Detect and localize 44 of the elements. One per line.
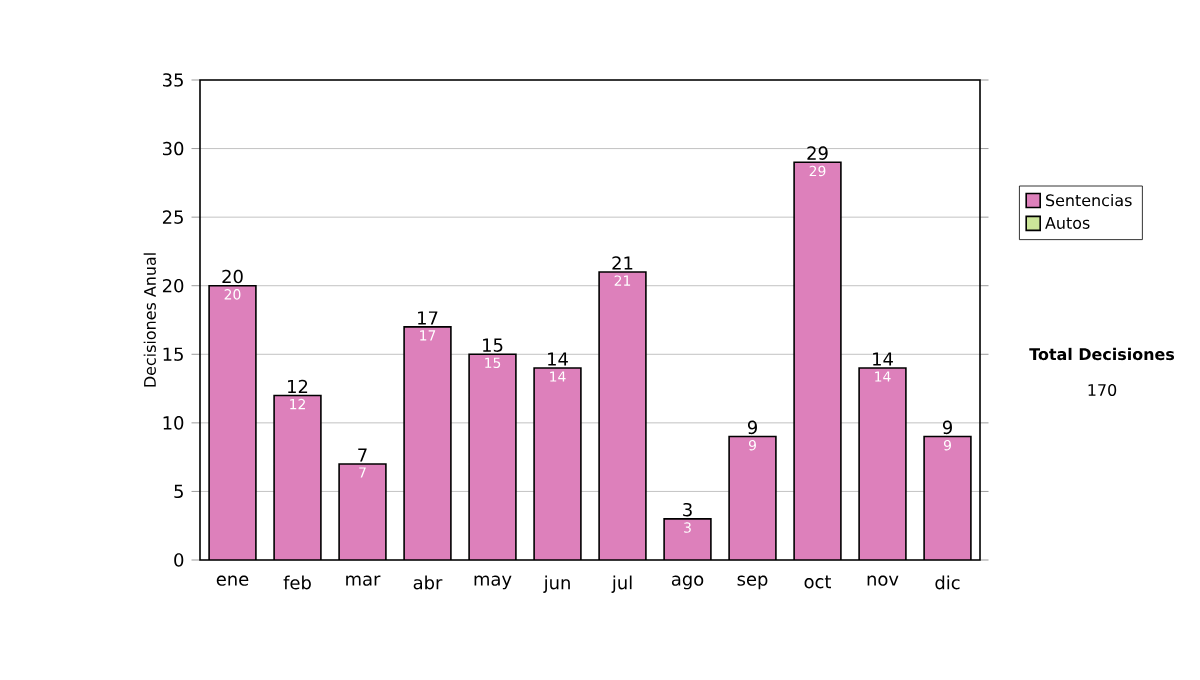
x-tick-label: oct xyxy=(804,575,832,589)
bar xyxy=(859,368,906,560)
y-tick-label: 15 xyxy=(163,347,183,361)
y-tick-label: 20 xyxy=(162,278,184,293)
bar xyxy=(599,272,646,560)
bar xyxy=(469,354,516,560)
bar xyxy=(274,395,321,560)
y-tick-label: 0 xyxy=(174,553,184,567)
x-tick-label: nov xyxy=(867,575,899,586)
x-tick-label: abr xyxy=(413,575,443,590)
total-label: 14 xyxy=(548,352,568,366)
bar xyxy=(339,464,386,560)
total-label: 15 xyxy=(483,338,503,352)
total-label: 12 xyxy=(288,379,308,394)
x-tick-label: ene xyxy=(216,575,249,586)
x-tick-label: mar xyxy=(346,575,381,586)
x-tick-label: feb xyxy=(283,575,311,590)
x-tick-label: ago xyxy=(671,575,704,590)
bar xyxy=(209,285,256,560)
y-tick-label: 35 xyxy=(163,73,183,87)
x-tick-label: dic xyxy=(935,575,960,590)
total-label: 29 xyxy=(807,146,828,160)
x-tick-label: sep xyxy=(737,575,768,590)
total-label: 17 xyxy=(418,311,438,325)
total-label: 3 xyxy=(683,502,692,517)
bar xyxy=(729,436,776,560)
y-tick-label: 30 xyxy=(163,141,184,156)
x-tick-label: jul xyxy=(611,575,632,593)
x-tick-label: jun xyxy=(543,575,570,593)
bar xyxy=(664,518,711,560)
bar xyxy=(794,162,841,560)
total-label: 9 xyxy=(747,420,757,435)
y-tick-label: 25 xyxy=(162,210,183,224)
total-label: 20 xyxy=(222,269,243,284)
bar xyxy=(404,326,451,560)
y-tick-label: 10 xyxy=(163,416,184,430)
total-label: 14 xyxy=(873,352,893,366)
bar xyxy=(534,368,581,560)
x-tick-label: may xyxy=(474,575,512,590)
y-tick-label: 5 xyxy=(174,484,183,499)
total-label: 21 xyxy=(612,256,633,270)
total-label: 7 xyxy=(358,448,367,462)
bar xyxy=(923,435,972,560)
total-label: 9 xyxy=(942,420,952,435)
